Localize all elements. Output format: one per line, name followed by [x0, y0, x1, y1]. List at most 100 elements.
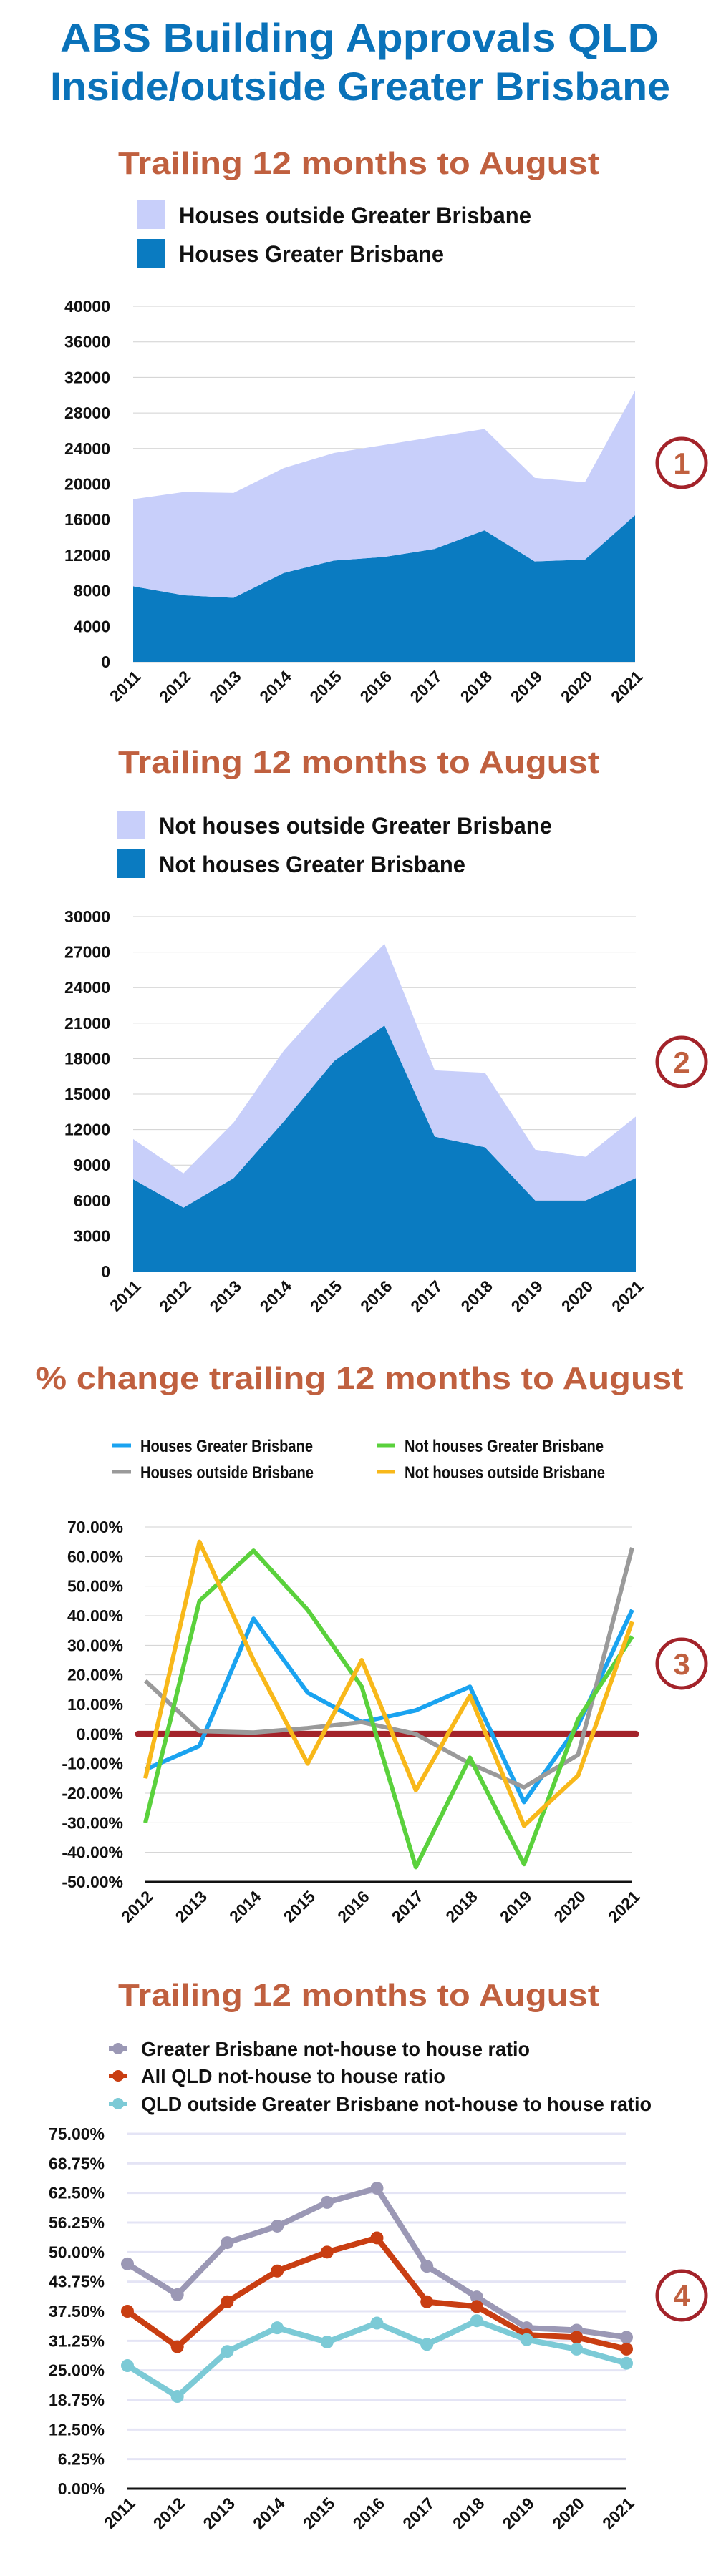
y-tick-label: 62.50% [49, 2184, 105, 2202]
data-point-marker [221, 2345, 234, 2358]
x-tick-label: 2018 [449, 2494, 488, 2533]
x-tick-label: 2016 [357, 1277, 396, 1316]
x-tick-label: 2017 [388, 1887, 427, 1926]
line-series-1 [125, 2235, 627, 2352]
y-tick-label: -10.00% [62, 1755, 123, 1773]
data-point-marker [271, 2264, 284, 2278]
x-tick-label: 2015 [306, 667, 345, 706]
y-tick-label: 43.75% [49, 2273, 105, 2291]
x-tick-label: 2019 [508, 1277, 547, 1316]
y-tick-label: 70.00% [67, 1518, 123, 1536]
data-point-marker [620, 2356, 633, 2370]
badge-ring-icon [655, 1035, 708, 1088]
data-point-marker [170, 2288, 184, 2301]
chart3-legend-label-not-houses-gb: Not houses Greater Brisbane [405, 1437, 604, 1456]
x-tick-label: 2016 [334, 1887, 373, 1926]
chart2-legend-label-outside: Not houses outside Greater Brisbane [159, 813, 552, 839]
x-tick-label: 2020 [550, 1887, 589, 1926]
line-series-0 [144, 1609, 634, 1805]
y-tick-label: -40.00% [62, 1843, 123, 1862]
main-title-line1: ABS Building Approvals QLD [60, 15, 659, 60]
data-point-marker [221, 2236, 234, 2250]
x-tick-label: 2018 [457, 667, 496, 706]
y-tick-label: 9000 [74, 1156, 110, 1174]
data-point-marker [470, 2290, 483, 2304]
data-point-marker [420, 2295, 434, 2308]
chart1-legend-swatch-gb [137, 239, 165, 268]
data-point-marker [420, 2260, 434, 2273]
y-tick-label: 31.25% [49, 2331, 105, 2350]
y-tick-label: 16000 [64, 510, 110, 529]
y-tick-label: 12000 [64, 1121, 110, 1139]
data-point-marker [170, 2340, 184, 2353]
x-tick-label: 2016 [356, 667, 395, 706]
y-tick-label: 24000 [64, 439, 110, 458]
area-series-greater-brisbane [133, 514, 635, 662]
x-tick-label: 2012 [155, 667, 195, 706]
data-point-marker [271, 2321, 284, 2335]
chart4-title: Trailing 12 months to August [118, 1978, 599, 2013]
chart2-legend-swatch-outside [117, 811, 145, 839]
badge-ring-icon [655, 2269, 708, 2322]
x-tick-label: 2019 [499, 2494, 538, 2533]
badge-ring-icon [655, 1637, 708, 1690]
x-tick-label: 2011 [106, 1277, 145, 1315]
badge-1: 1 [655, 436, 708, 489]
y-tick-label: 6000 [74, 1191, 110, 1210]
y-tick-label: 10.00% [67, 1695, 123, 1714]
data-point-marker [370, 2182, 384, 2195]
chart4-plot: 0.00% 6.25% 12.50% 18.75% 25.00% 31.25% 37.50%… [49, 2124, 638, 2533]
x-tick-label: 2021 [599, 2494, 638, 2533]
x-tick-label: 2014 [256, 667, 295, 706]
y-tick-label: 18000 [64, 1049, 110, 1068]
chart4-legend-label-all-qld: All QLD not-house to house ratio [141, 2065, 445, 2087]
y-tick-label: 68.75% [49, 2154, 105, 2172]
data-point-marker [570, 2342, 584, 2356]
x-tick-label: 2011 [100, 2494, 139, 2532]
data-point-marker [470, 2300, 483, 2313]
chart4-legend-marker-gb [112, 2043, 124, 2054]
y-tick-label: 28000 [64, 404, 110, 422]
y-tick-label: -30.00% [62, 1813, 123, 1832]
data-point-marker [570, 2331, 584, 2344]
chart3-legend-label-houses-outside: Houses outside Brisbane [140, 1463, 314, 1483]
x-tick-label: 2020 [558, 1277, 597, 1316]
chart3-legend: Houses Greater Brisbane Houses outside B… [112, 1437, 605, 1483]
y-tick-label: 32000 [64, 368, 110, 386]
x-tick-label: 2016 [349, 2494, 388, 2533]
x-tick-label: 2011 [106, 667, 145, 706]
chart2-legend-label-gb: Not houses Greater Brisbane [159, 852, 465, 877]
chart1-legend-label-outside: Houses outside Greater Brisbane [179, 203, 531, 228]
x-tick-label: 2020 [557, 667, 596, 706]
main-title-line2: Inside/outside Greater Brisbane [50, 64, 670, 109]
data-point-marker [320, 2195, 334, 2209]
y-tick-label: 0 [101, 653, 110, 671]
x-tick-label: 2017 [407, 667, 446, 706]
line-series-2 [125, 2318, 628, 2400]
chart1-title: Trailing 12 months to August [118, 146, 599, 181]
area-series-outside-greater-brisbane [133, 944, 636, 1208]
chart3-title: % change trailing 12 months to August [36, 1361, 684, 1396]
y-tick-label: 75.00% [49, 2124, 105, 2143]
y-tick-label: 8000 [74, 582, 110, 600]
y-tick-label: 20.00% [67, 1666, 123, 1684]
chart3-plot: -50.00% -40.00% -30.00% -20.00% -10.00% 0.00%… [62, 1518, 643, 1926]
x-tick-label: 2012 [117, 1887, 157, 1926]
data-point-marker [520, 2333, 533, 2346]
x-tick-label: 2013 [205, 667, 245, 706]
data-point-marker [620, 2331, 633, 2344]
y-tick-label: 56.25% [49, 2213, 105, 2232]
chart4-legend-marker-outside [112, 2098, 124, 2109]
line-series-2 [143, 1548, 634, 1870]
y-tick-label: 30.00% [67, 1636, 123, 1654]
area-layer [133, 944, 636, 1272]
badge-4: 4 [655, 2269, 708, 2322]
x-tick-label: 2021 [608, 1277, 647, 1316]
area-series-outside-greater-brisbane [133, 391, 635, 598]
data-point-marker [370, 2316, 384, 2330]
chart2-plot: 0 3000 6000 9000 12000 15000 18000 21000 24000 27… [64, 907, 647, 1316]
chart2-legend-swatch-gb [117, 849, 145, 878]
x-tick-label: 2015 [299, 2494, 339, 2533]
x-tick-label: 2019 [496, 1887, 536, 1926]
